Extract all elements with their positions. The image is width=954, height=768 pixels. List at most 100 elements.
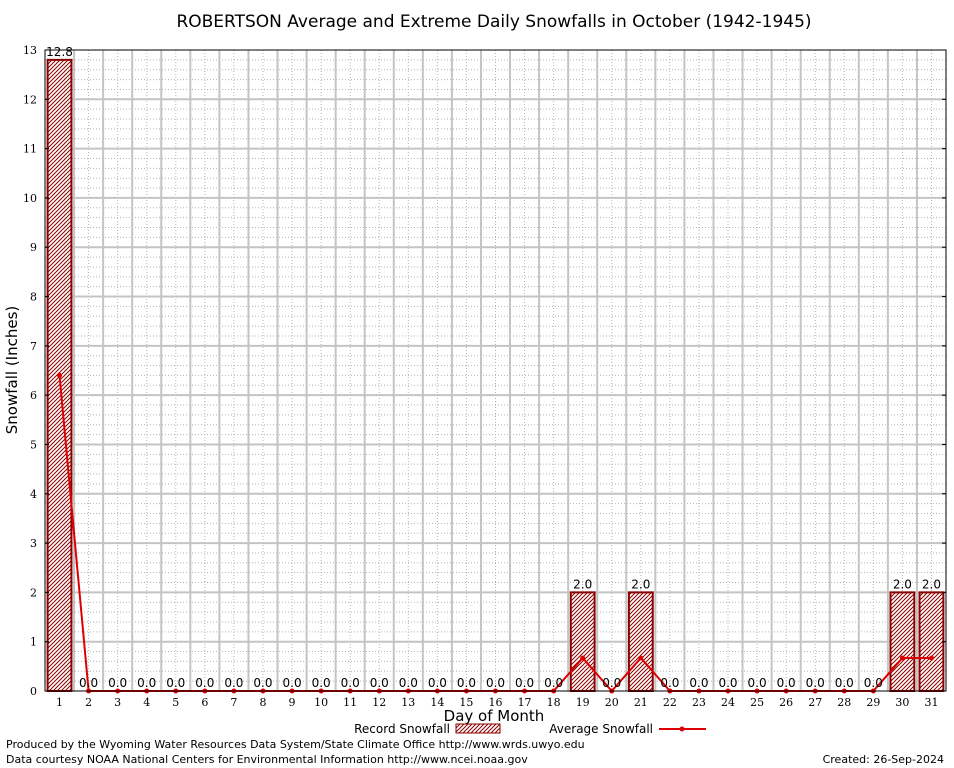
bar-value-label: 0.0: [602, 676, 621, 690]
bar-value-label: 0.0: [718, 676, 737, 690]
legend-marker-average: [679, 726, 685, 732]
y-tick-label: 5: [30, 438, 37, 451]
bar-value-label: 0.0: [544, 676, 563, 690]
x-tick-label: 14: [430, 696, 444, 709]
bar-value-label: 0.0: [777, 676, 796, 690]
legend-label-average: Average Snowfall: [549, 722, 653, 736]
record-bar: [569, 591, 596, 693]
x-tick-label: 13: [401, 696, 415, 709]
y-tick-label: 1: [30, 636, 37, 649]
y-tick-label: 4: [30, 488, 37, 501]
x-tick-label: 6: [201, 696, 208, 709]
bar-value-label: 2.0: [631, 577, 650, 591]
bar-value-label: 0.0: [457, 676, 476, 690]
y-tick-label: 11: [23, 143, 37, 156]
x-tick-label: 31: [924, 696, 938, 709]
bar-value-label: 0.0: [806, 676, 825, 690]
x-tick-label: 1: [56, 696, 63, 709]
y-tick-label: 6: [30, 389, 37, 402]
x-tick-label: 26: [779, 696, 793, 709]
x-tick-label: 17: [518, 696, 532, 709]
bar-value-label: 0.0: [370, 676, 389, 690]
bar-value-label: 0.0: [283, 676, 302, 690]
y-tick-label: 0: [30, 685, 37, 698]
y-tick-label: 13: [23, 44, 37, 57]
x-tick-label: 19: [576, 696, 590, 709]
bar-value-label: 0.0: [689, 676, 708, 690]
bar-value-label: 0.0: [515, 676, 534, 690]
bar-value-label: 0.0: [835, 676, 854, 690]
bar-value-label: 2.0: [893, 577, 912, 591]
x-tick-label: 23: [692, 696, 706, 709]
x-tick-label: 27: [808, 696, 822, 709]
x-tick-labels: 1 2 3 4 5 6 7 8 9 10 11 12 13 14 15 16 17 18 19 20 21 22 23 24 2…: [56, 696, 938, 709]
x-tick-label: 18: [547, 696, 561, 709]
average-point: [580, 655, 586, 661]
x-tick-label: 11: [343, 696, 357, 709]
record-bar: [918, 591, 945, 693]
x-axis-title: Day of Month: [444, 707, 545, 725]
x-tick-label: 24: [721, 696, 735, 709]
y-axis-title: Snowfall (Inches): [3, 306, 21, 434]
bar-value-label: 0.0: [195, 676, 214, 690]
legend-swatch-record: [455, 723, 501, 734]
bar-value-label: 0.0: [864, 676, 883, 690]
x-tick-label: 2: [85, 696, 92, 709]
x-tick-label: 3: [114, 696, 121, 709]
x-tick-label: 8: [259, 696, 266, 709]
average-point: [928, 655, 934, 661]
y-tick-label: 7: [30, 340, 37, 353]
bar-value-label: 0.0: [312, 676, 331, 690]
bar-value-label: 0.0: [79, 676, 98, 690]
x-tick-label: 12: [372, 696, 386, 709]
record-bar: [627, 591, 654, 693]
x-tick-label: 29: [866, 696, 880, 709]
bar-value-label: 12.8: [46, 45, 73, 59]
footer-data-source: Data courtesy NOAA National Centers for …: [6, 753, 528, 766]
x-tick-label: 9: [289, 696, 296, 709]
record-bar: [889, 591, 916, 693]
legend-label-record: Record Snowfall: [354, 722, 450, 736]
x-tick-label: 10: [314, 696, 328, 709]
chart-title: ROBERTSON Average and Extreme Daily Snow…: [176, 12, 811, 32]
value-labels: 12.8 0.0 0.0 0.0 0.0 0.0 0.0 0.0 0.0 0.0 0.0 0.0 0.0…: [46, 45, 941, 690]
bar-value-label: 0.0: [253, 676, 272, 690]
x-tick-label: 4: [143, 696, 150, 709]
bar-value-label: 2.0: [922, 577, 941, 591]
x-tick-label: 20: [605, 696, 619, 709]
average-point: [899, 655, 905, 661]
bar-value-label: 0.0: [341, 676, 360, 690]
bar-value-label: 0.0: [399, 676, 418, 690]
grid: [45, 50, 946, 691]
bar-value-label: 0.0: [486, 676, 505, 690]
bar-value-label: 2.0: [573, 577, 592, 591]
bar-value-label: 0.0: [108, 676, 127, 690]
y-tick-label: 3: [30, 537, 37, 550]
bar-value-label: 0.0: [660, 676, 679, 690]
x-tick-label: 30: [895, 696, 909, 709]
plot-frame: [44, 49, 947, 692]
footer-created-date: Created: 26-Sep-2024: [823, 753, 944, 766]
bar-value-label: 0.0: [224, 676, 243, 690]
footer-producer: Produced by the Wyoming Water Resources …: [6, 738, 585, 751]
bar-value-label: 0.0: [137, 676, 156, 690]
x-tick-label: 25: [750, 696, 764, 709]
bar-value-label: 0.0: [166, 676, 185, 690]
y-tick-label: 10: [23, 192, 37, 205]
y-tick-label: 9: [30, 241, 37, 254]
x-tick-label: 22: [663, 696, 677, 709]
x-tick-label: 7: [230, 696, 237, 709]
x-tick-label: 16: [489, 696, 503, 709]
average-point: [638, 655, 644, 661]
x-tick-label: 5: [172, 696, 179, 709]
average-point: [57, 372, 63, 378]
y-tick-label: 2: [30, 586, 37, 599]
x-tick-label: 28: [837, 696, 851, 709]
x-tick-label: 21: [634, 696, 648, 709]
legend: Record Snowfall Average Snowfall: [354, 722, 706, 736]
y-tick-label: 8: [30, 291, 37, 304]
bar-value-label: 0.0: [428, 676, 447, 690]
bar-value-label: 0.0: [748, 676, 767, 690]
